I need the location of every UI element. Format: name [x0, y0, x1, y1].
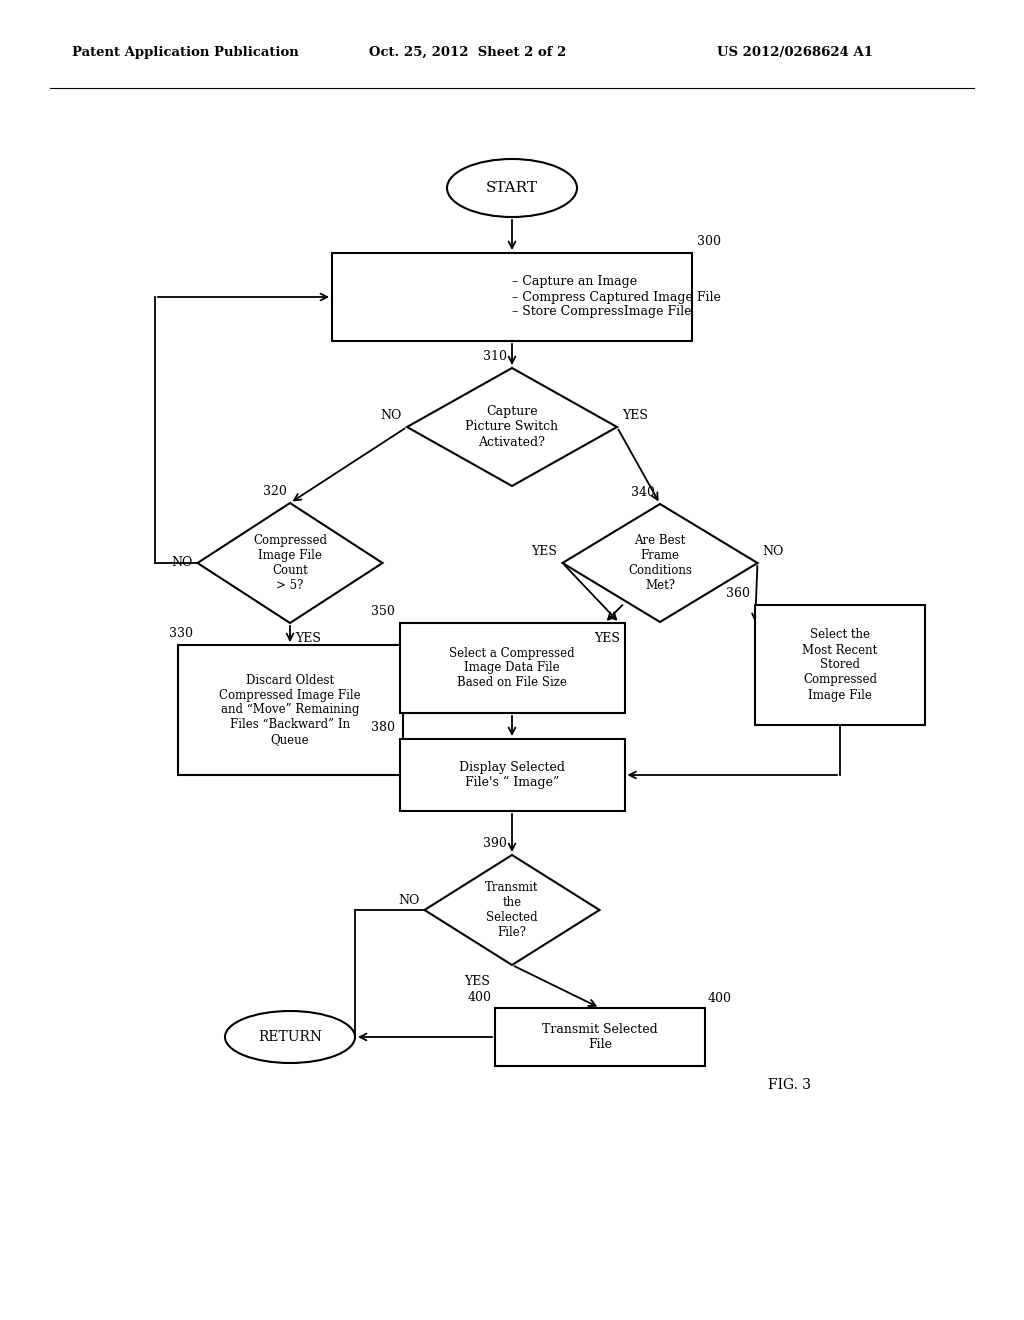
Text: Transmit Selected
File: Transmit Selected File — [542, 1023, 657, 1051]
Text: US 2012/0268624 A1: US 2012/0268624 A1 — [717, 46, 872, 59]
Text: 360: 360 — [726, 587, 750, 601]
Polygon shape — [198, 503, 383, 623]
Text: NO: NO — [763, 545, 784, 558]
Text: NO: NO — [398, 894, 420, 907]
Polygon shape — [562, 504, 758, 622]
Text: FIG. 3: FIG. 3 — [768, 1078, 811, 1092]
Text: Select a Compressed
Image Data File
Based on File Size: Select a Compressed Image Data File Base… — [450, 647, 574, 689]
Text: 330: 330 — [169, 627, 193, 640]
Text: Transmit
the
Selected
File?: Transmit the Selected File? — [485, 880, 539, 939]
Text: 350: 350 — [371, 605, 394, 618]
Text: 400: 400 — [468, 991, 492, 1005]
Polygon shape — [407, 368, 617, 486]
Text: Oct. 25, 2012  Sheet 2 of 2: Oct. 25, 2012 Sheet 2 of 2 — [369, 46, 566, 59]
Text: Discard Oldest
Compressed Image File
and “Move” Remaining
Files “Backward” In
Qu: Discard Oldest Compressed Image File and… — [219, 673, 360, 747]
Text: YES: YES — [531, 545, 557, 558]
Polygon shape — [425, 855, 599, 965]
Text: 390: 390 — [483, 837, 507, 850]
Text: 320: 320 — [263, 484, 287, 498]
Text: YES: YES — [464, 975, 490, 987]
Text: 340: 340 — [631, 486, 655, 499]
Text: START: START — [486, 181, 538, 195]
Bar — [332, 253, 692, 341]
Text: 380: 380 — [371, 721, 394, 734]
Bar — [755, 605, 925, 725]
Text: NO: NO — [171, 557, 193, 569]
Text: Select the
Most Recent
Stored
Compressed
Image File: Select the Most Recent Stored Compressed… — [803, 628, 878, 701]
Bar — [399, 739, 625, 810]
Text: – Capture an Image
– Compress Captured Image File
– Store CompressImage File: – Capture an Image – Compress Captured I… — [512, 276, 721, 318]
Text: Compressed
Image File
Count
> 5?: Compressed Image File Count > 5? — [253, 535, 327, 591]
Text: 400: 400 — [708, 993, 732, 1005]
Text: 300: 300 — [697, 235, 721, 248]
Text: Display Selected
File's “ Image”: Display Selected File's “ Image” — [459, 760, 565, 789]
Text: Patent Application Publication: Patent Application Publication — [72, 46, 298, 59]
Text: RETURN: RETURN — [258, 1030, 322, 1044]
Text: Are Best
Frame
Conditions
Met?: Are Best Frame Conditions Met? — [628, 535, 692, 591]
Bar — [495, 1008, 705, 1067]
Text: NO: NO — [381, 409, 402, 422]
Text: YES: YES — [622, 409, 648, 422]
Bar — [399, 623, 625, 713]
Text: 310: 310 — [483, 350, 507, 363]
Bar — [177, 645, 402, 775]
Text: YES: YES — [295, 631, 321, 644]
Text: Capture
Picture Switch
Activated?: Capture Picture Switch Activated? — [466, 405, 558, 449]
Text: YES: YES — [594, 632, 620, 645]
